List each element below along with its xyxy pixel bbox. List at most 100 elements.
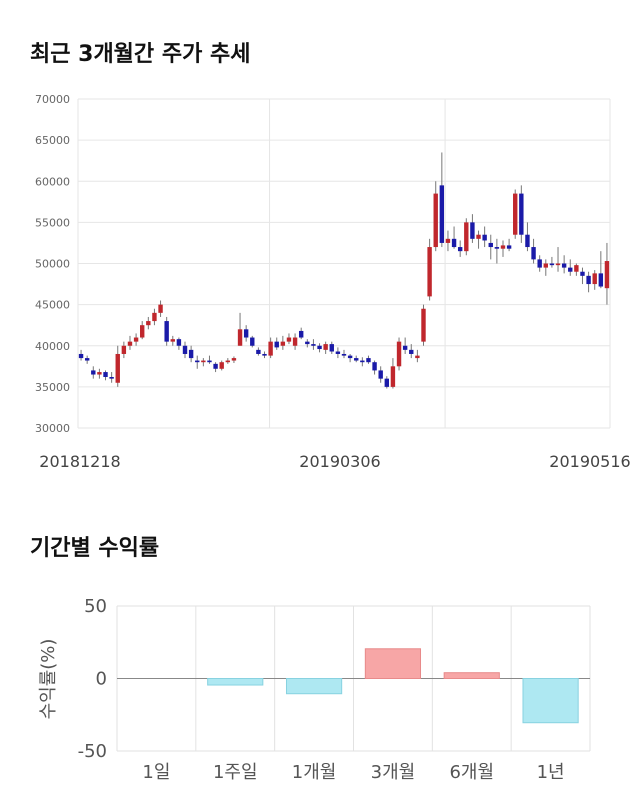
y-tick-label: 65000: [35, 134, 70, 147]
candle-body: [262, 353, 267, 356]
candle-body: [182, 345, 188, 354]
return-bar: [522, 678, 579, 724]
y-tick-label: 45000: [35, 299, 70, 312]
return-bar: [207, 678, 264, 686]
returns-title: 기간별 수익률: [30, 536, 160, 561]
candle-body: [445, 238, 451, 243]
y-tick-label: 30000: [35, 422, 70, 435]
y-tick-label: 70000: [35, 93, 70, 106]
x-category-label: 1주일: [213, 762, 258, 783]
y-axis-label: 수익률(%): [38, 639, 59, 720]
candle-body: [347, 355, 353, 359]
candle-body: [109, 377, 114, 379]
candle-body: [152, 312, 157, 322]
candle-body: [506, 245, 512, 249]
candle-body: [598, 273, 604, 287]
candle-body: [451, 238, 457, 248]
candle-body: [488, 242, 493, 248]
price-trend-title: 최근 3개월간 주가 추세: [30, 42, 251, 67]
candle-body: [439, 185, 445, 243]
candle-body: [421, 308, 426, 342]
candle-body: [225, 360, 231, 363]
candle-body: [354, 358, 359, 361]
candle-body: [140, 325, 145, 338]
candle-body: [549, 263, 555, 266]
candle-body: [305, 341, 310, 345]
candle-body: [561, 263, 567, 268]
candle-body: [531, 247, 536, 260]
candle-body: [482, 234, 487, 241]
y-tick-label: -50: [78, 741, 107, 762]
candle-body: [176, 339, 182, 346]
candle-body: [91, 370, 96, 375]
candle-body: [164, 321, 169, 342]
candle-body: [500, 245, 506, 249]
candle-body: [158, 304, 163, 313]
candle-body: [360, 360, 365, 363]
candle-body: [592, 273, 597, 285]
candle-body: [115, 353, 120, 383]
candle-body: [103, 372, 108, 378]
candle-body: [396, 341, 402, 367]
candle-body: [568, 267, 573, 272]
candle-body: [243, 329, 249, 338]
candle-body: [231, 358, 237, 361]
y-tick-label: 50000: [35, 258, 70, 271]
y-tick-label: 35000: [35, 381, 70, 394]
candle-body: [274, 341, 279, 348]
candle-body: [470, 222, 475, 239]
return-bar: [364, 648, 422, 680]
candle-body: [494, 247, 500, 249]
y-tick-label: 55000: [35, 216, 70, 229]
candle-body: [78, 353, 84, 359]
candle-body: [341, 353, 347, 356]
y-tick-label: 60000: [35, 175, 70, 188]
candle-body: [133, 337, 139, 342]
candle-body: [476, 234, 481, 239]
candle-body: [268, 341, 273, 356]
candle-body: [280, 341, 286, 346]
candle-body: [537, 259, 542, 268]
return-bar: [285, 678, 343, 695]
candle-body: [402, 345, 408, 350]
candle-body: [188, 349, 194, 359]
x-category-label: 1년: [537, 762, 565, 783]
x-category-label: 3개월: [371, 762, 416, 783]
candle-body: [519, 193, 524, 235]
candle-body: [604, 261, 610, 289]
candle-body: [84, 358, 90, 361]
candle-body: [311, 344, 316, 346]
candle-body: [250, 337, 255, 346]
x-tick-label: 20190306: [299, 452, 380, 471]
candle-body: [256, 349, 261, 354]
candle-body: [366, 358, 371, 363]
candle-body: [292, 337, 298, 346]
y-tick-label: 50: [84, 596, 107, 617]
candle-body: [213, 363, 218, 369]
candle-body: [201, 360, 206, 363]
candle-body: [580, 271, 585, 276]
candle-body: [323, 344, 328, 350]
candle-body: [555, 263, 561, 266]
candle-body: [427, 247, 432, 297]
candle-body: [121, 345, 127, 354]
candle-body: [513, 193, 518, 235]
candle-body: [390, 366, 396, 387]
candle-body: [586, 275, 591, 285]
candle-body: [195, 360, 200, 363]
candle-body: [170, 339, 175, 342]
candle-body: [298, 330, 304, 338]
x-tick-label: 20181218: [39, 452, 120, 471]
candle-body: [384, 378, 390, 387]
candle-body: [457, 247, 463, 252]
candlestick-chart: 30000 35000 40000 45000 50000 55000 60000 65000…: [35, 93, 631, 471]
candle-body: [409, 349, 414, 354]
candle-body: [525, 234, 530, 248]
candle-body: [433, 193, 438, 248]
candle-body: [543, 263, 548, 268]
candle-body: [219, 362, 224, 369]
return-bar: [443, 672, 500, 680]
candle-body: [329, 344, 334, 352]
candle-body: [464, 222, 469, 252]
